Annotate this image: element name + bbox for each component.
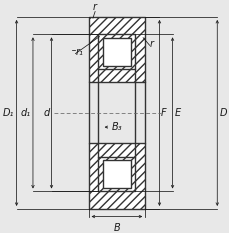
Text: D: D — [218, 108, 226, 118]
Bar — [88, 17, 145, 82]
Bar — [88, 82, 145, 144]
Text: E: E — [174, 108, 180, 118]
Bar — [88, 144, 145, 209]
Bar — [98, 69, 135, 157]
Bar — [98, 157, 135, 192]
Text: d₁: d₁ — [21, 108, 31, 118]
Text: r: r — [93, 1, 97, 11]
Text: B: B — [113, 223, 120, 233]
Bar — [102, 160, 131, 188]
Text: r: r — [149, 39, 153, 49]
Text: r₁: r₁ — [75, 47, 83, 57]
Text: B₃: B₃ — [111, 122, 122, 132]
Text: F: F — [161, 108, 166, 118]
Bar — [102, 38, 131, 66]
Bar — [98, 34, 135, 69]
Text: D₁: D₁ — [3, 108, 14, 118]
Text: d: d — [43, 108, 49, 118]
